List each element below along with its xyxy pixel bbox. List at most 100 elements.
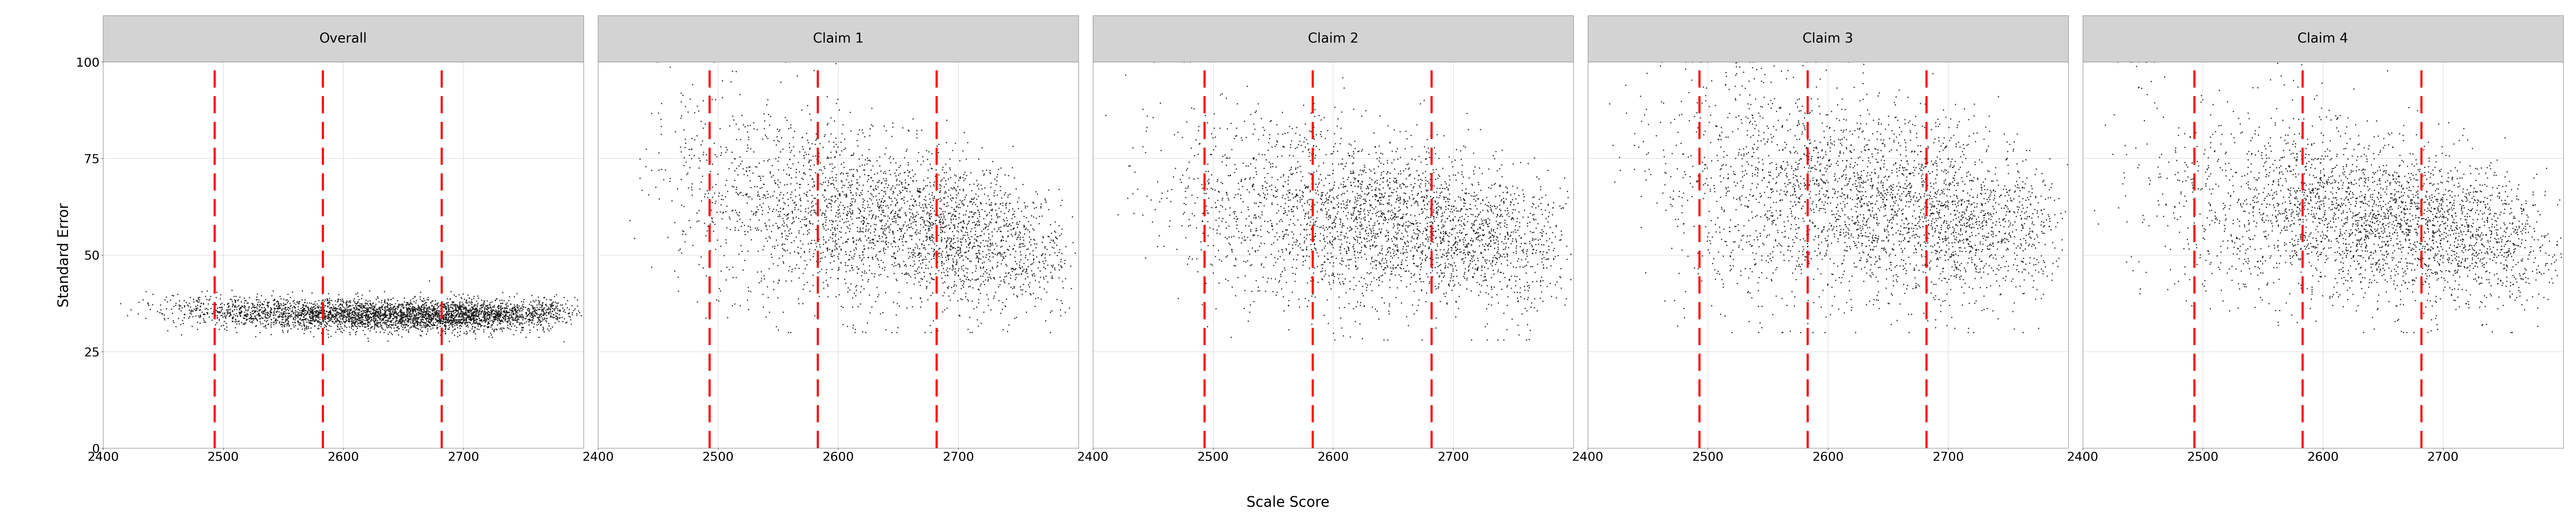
Point — [1211, 246, 1252, 254]
Point — [2470, 237, 2512, 245]
Point — [2367, 237, 2409, 245]
Point — [2259, 259, 2300, 267]
Point — [1345, 190, 1386, 198]
Point — [1875, 278, 1917, 286]
Point — [896, 217, 938, 226]
Point — [497, 315, 538, 323]
Point — [1270, 169, 1311, 178]
Point — [2221, 232, 2262, 241]
Point — [999, 228, 1041, 236]
Point — [1432, 202, 1473, 211]
Point — [2329, 184, 2370, 192]
Point — [165, 310, 206, 318]
Point — [711, 273, 752, 281]
Point — [1396, 239, 1437, 248]
Point — [337, 305, 379, 314]
Point — [2372, 224, 2414, 232]
Point — [1396, 201, 1437, 210]
Point — [2159, 212, 2200, 220]
Point — [289, 318, 330, 326]
Point — [1880, 207, 1922, 215]
Point — [1924, 113, 1965, 121]
Point — [811, 200, 853, 208]
Point — [1260, 215, 1301, 224]
Point — [394, 305, 435, 313]
Point — [484, 303, 526, 312]
Point — [2391, 259, 2432, 267]
Point — [1267, 220, 1309, 229]
Point — [374, 324, 415, 332]
Point — [438, 306, 479, 315]
Point — [2445, 299, 2486, 307]
Point — [1342, 221, 1383, 230]
Point — [1728, 288, 1770, 297]
Point — [296, 300, 337, 308]
Point — [1955, 218, 1996, 226]
Point — [2476, 156, 2517, 164]
Point — [1399, 274, 1440, 283]
Point — [1453, 256, 1494, 264]
Point — [2383, 268, 2424, 277]
Point — [943, 186, 984, 195]
Point — [2022, 169, 2063, 178]
Point — [853, 170, 894, 178]
Point — [459, 311, 500, 319]
Point — [1399, 182, 1440, 190]
Point — [1157, 294, 1198, 302]
Point — [1811, 132, 1852, 141]
Point — [286, 302, 327, 311]
Point — [237, 309, 278, 317]
Point — [520, 310, 562, 318]
Point — [721, 222, 762, 230]
Point — [371, 308, 412, 316]
Point — [1922, 201, 1963, 210]
Point — [219, 306, 260, 314]
Point — [739, 201, 781, 209]
Point — [2378, 178, 2419, 186]
Point — [1628, 121, 1669, 129]
Point — [2483, 199, 2524, 208]
Point — [2009, 233, 2050, 241]
Point — [2326, 187, 2367, 196]
Point — [2378, 229, 2419, 237]
Point — [2352, 195, 2393, 203]
Point — [399, 325, 440, 334]
Point — [840, 271, 881, 280]
Point — [461, 316, 502, 324]
Point — [1172, 255, 1213, 263]
Point — [1953, 173, 1994, 181]
Point — [1947, 199, 1989, 208]
Point — [366, 311, 407, 319]
Point — [2375, 302, 2416, 310]
Point — [1373, 232, 1414, 241]
Point — [258, 305, 299, 313]
Point — [1327, 247, 1368, 255]
Point — [283, 304, 325, 313]
Point — [1334, 204, 1376, 213]
Point — [1968, 245, 2009, 253]
Point — [1832, 233, 1873, 242]
Point — [389, 302, 430, 311]
Point — [1942, 211, 1984, 219]
Point — [2396, 228, 2437, 236]
Point — [1340, 273, 1381, 281]
Point — [1924, 236, 1965, 244]
Point — [1399, 210, 1440, 218]
Point — [1448, 267, 1489, 275]
Point — [1917, 197, 1958, 205]
Point — [340, 316, 381, 324]
Point — [817, 194, 858, 202]
Point — [889, 223, 930, 231]
Point — [1731, 152, 1772, 160]
Point — [788, 145, 829, 153]
Point — [1383, 195, 1425, 203]
Point — [420, 319, 461, 327]
Point — [1226, 247, 1267, 255]
Point — [1497, 249, 1538, 257]
Point — [778, 295, 819, 303]
Point — [361, 314, 402, 322]
Point — [2385, 219, 2427, 227]
Point — [1878, 230, 1919, 238]
Point — [2434, 241, 2476, 249]
Point — [495, 305, 536, 313]
